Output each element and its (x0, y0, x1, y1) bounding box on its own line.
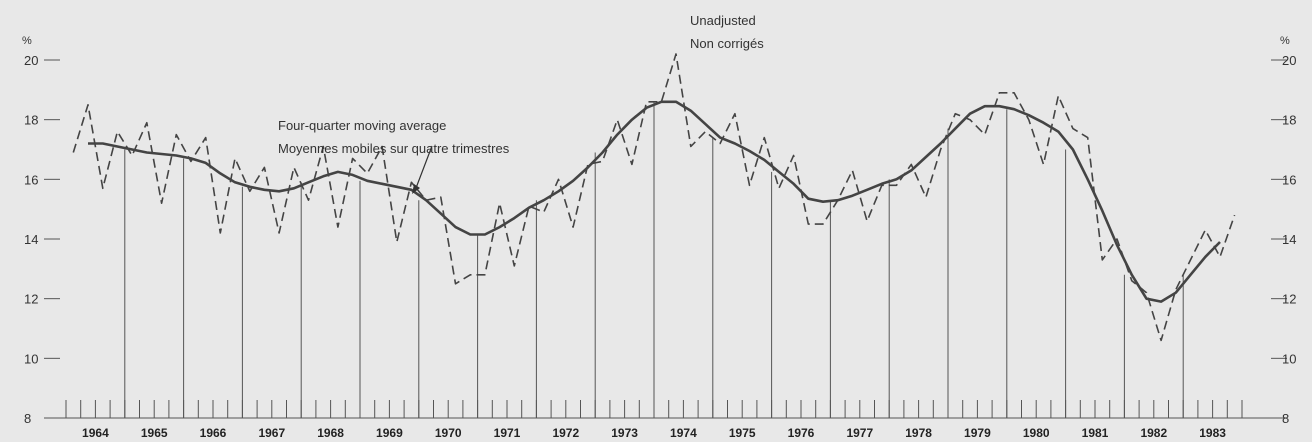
x-tick-label: 1966 (200, 426, 227, 440)
y-tick-label-right: 14 (1282, 232, 1296, 247)
y-tick-label-left: 20 (24, 53, 38, 68)
x-tick-label: 1980 (1023, 426, 1050, 440)
labels: % % Four-quarter moving average Moyennes… (22, 13, 1290, 194)
y-tick-label-left: 16 (24, 172, 38, 187)
x-tick-label: 1971 (494, 426, 521, 440)
unadjusted-label-en: Unadjusted (690, 13, 756, 28)
x-tick-label: 1976 (788, 426, 815, 440)
y-tick-label-left: 12 (24, 292, 38, 307)
x-tick-label: 1968 (317, 426, 344, 440)
x-tick-label: 1977 (846, 426, 873, 440)
y-tick-label-right: 16 (1282, 172, 1296, 187)
x-tick-label: 1979 (964, 426, 991, 440)
x-tick-label: 1972 (552, 426, 579, 440)
x-tick-label: 1974 (670, 426, 697, 440)
y-tick-label-right: 12 (1282, 292, 1296, 307)
y-unit-left: % (22, 35, 32, 47)
moving-average-pointer (415, 145, 433, 189)
x-tick-label: 1969 (376, 426, 403, 440)
x-tick-label: 1975 (729, 426, 756, 440)
x-tick-label: 1982 (1140, 426, 1167, 440)
moving-average-line (88, 100, 1221, 303)
x-tick-label: 1970 (435, 426, 462, 440)
x-tick-label: 1981 (1082, 426, 1109, 440)
x-tick-label: 1964 (82, 426, 109, 440)
y-tick-label-left: 10 (24, 351, 38, 366)
year-gridlines (65, 101, 1243, 418)
y-tick-label-right: 8 (1282, 411, 1289, 426)
x-tick-label: 1965 (141, 426, 168, 440)
y-tick-label-left: 14 (24, 232, 38, 247)
series-lines (72, 53, 1236, 342)
y-tick-label-right: 20 (1282, 53, 1296, 68)
y-unit-right: % (1280, 35, 1290, 47)
axes: 8 8 10 10 12 12 14 14 16 16 18 18 20 20 1964 1965 1966 19… (24, 53, 1296, 440)
y-tick-label-left: 18 (24, 113, 38, 128)
unadjusted-label-fr: Non corrigés (690, 36, 764, 51)
moving-average-arrowhead (412, 184, 420, 194)
y-tick-label-right: 10 (1282, 351, 1296, 366)
x-tick-label: 1978 (905, 426, 932, 440)
x-tick-label: 1983 (1199, 426, 1226, 440)
unadjusted-line (72, 53, 1236, 342)
x-tick-label: 1973 (611, 426, 638, 440)
x-tick-label: 1967 (258, 426, 285, 440)
y-tick-label-right: 18 (1282, 113, 1296, 128)
moving-average-label-en: Four-quarter moving average (278, 118, 446, 133)
y-tick-label-left: 8 (24, 411, 31, 426)
moving-average-label-fr: Moyennes mobiles sur quatre trimestres (278, 141, 510, 156)
